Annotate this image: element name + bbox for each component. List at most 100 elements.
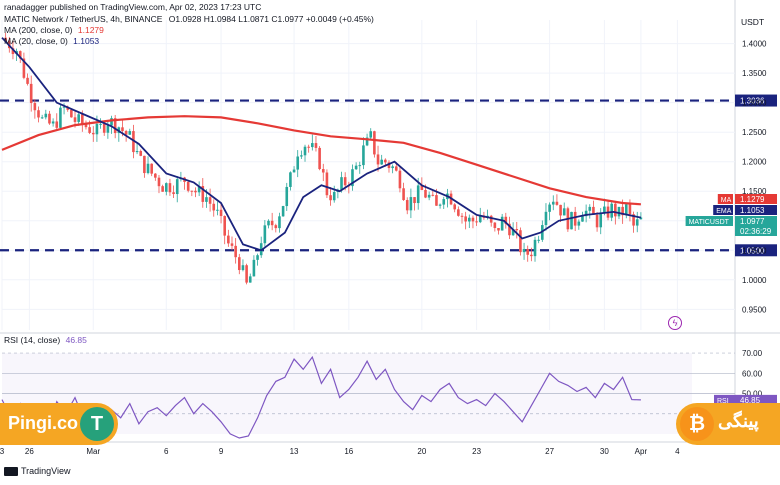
candle-body [216, 209, 219, 211]
candle-body [29, 83, 33, 104]
candle-body [384, 159, 387, 163]
candle-body [281, 206, 285, 217]
candle-body [84, 124, 88, 128]
candle-body [175, 179, 179, 195]
candle-body [99, 123, 102, 125]
candle-body [234, 245, 237, 258]
candle-body [588, 206, 592, 211]
candle-body [329, 195, 332, 201]
lightning-icon[interactable]: ϟ [668, 316, 682, 330]
candle-body [416, 185, 420, 204]
pingi-right-brand: پینگی [718, 411, 759, 431]
candle-body [241, 265, 245, 271]
tag-name-box [713, 205, 733, 215]
candle-body [318, 147, 321, 170]
candle-body [292, 169, 296, 173]
candle-body [592, 206, 595, 215]
candle-body [172, 192, 175, 195]
tether-icon: T [80, 407, 114, 441]
candle-body [614, 203, 617, 217]
price-tick-label: 1.2500 [742, 128, 767, 137]
time-tick-label: 20 [417, 447, 426, 456]
level-tag [735, 94, 777, 107]
tag-value-box [735, 216, 777, 236]
candle-body [303, 146, 307, 156]
candle-body [511, 229, 515, 236]
candle-body [95, 123, 99, 135]
level-tag [735, 244, 777, 257]
candle-body [311, 143, 314, 148]
price-tick-label: 1.0500 [742, 246, 767, 255]
candle-body [44, 113, 48, 118]
candle-body [161, 186, 164, 192]
candle-body [464, 216, 467, 222]
candle-body [537, 239, 540, 241]
candle-body [548, 204, 551, 212]
candle-body [380, 159, 383, 165]
price-tick-label: 1.0000 [742, 276, 767, 285]
candle-body [402, 188, 405, 201]
rsi-legend-value: 46.85 [65, 335, 87, 345]
candle-body [500, 216, 504, 231]
candle-body [573, 211, 577, 226]
candle-body [88, 127, 91, 133]
level-tag-label: 1.3036 [740, 97, 765, 106]
candle-body [70, 109, 73, 118]
candle-body [570, 211, 573, 230]
candle-body [208, 197, 212, 204]
candle-body [150, 163, 153, 174]
candle-body [59, 107, 62, 128]
candle-body [493, 222, 497, 229]
candle-body [332, 192, 336, 201]
candle-body [22, 58, 26, 78]
candle-body [394, 166, 398, 171]
ema-legend-label: MA (20, close, 0) [4, 36, 68, 46]
ma-legend-value: 1.1279 [77, 25, 104, 35]
rsi-tick-label: 50.00 [742, 390, 763, 399]
candle-body [442, 199, 446, 205]
candle-body [11, 48, 15, 55]
rsi-tag-name: RSI [717, 398, 729, 405]
candle-body [113, 118, 117, 134]
candle-body [128, 131, 132, 135]
candle-body [369, 131, 373, 138]
candle-body [168, 183, 172, 193]
tag-value: 1.0977 [740, 217, 765, 226]
bitcoin-icon: ₿ [680, 407, 714, 441]
candle-body [603, 206, 606, 214]
candle-body [555, 201, 559, 205]
price-tick-label: 1.3500 [742, 69, 767, 78]
candle-body [135, 151, 139, 153]
candle-body [270, 220, 274, 226]
ema-legend-value: 1.1053 [73, 36, 100, 46]
candle-body [475, 221, 478, 223]
time-tick-label: 26 [25, 447, 34, 456]
candle-body [559, 204, 562, 216]
candle-body [413, 197, 416, 204]
candle-body [617, 206, 621, 217]
candle-body [51, 121, 55, 124]
candle-body [146, 163, 150, 174]
candle-body [354, 165, 358, 170]
candle-body [40, 117, 44, 119]
candle-body [227, 235, 230, 244]
candle-body [533, 239, 537, 257]
candle-body [33, 103, 37, 111]
candle-body [106, 125, 110, 133]
candle-body [321, 169, 325, 173]
price-tick-label: 1.3000 [742, 99, 767, 108]
candle-body [48, 113, 51, 124]
candle-body [18, 51, 22, 59]
candle-body [143, 155, 146, 174]
rsi-tick-label: 70.00 [742, 349, 763, 358]
tag-name: MA [721, 197, 732, 204]
tradingview-footer: TradingView [21, 466, 71, 476]
candle-body [438, 204, 442, 206]
time-tick-label: Apr [635, 447, 648, 456]
candle-body [26, 77, 29, 84]
price-tick-label: 1.4000 [742, 40, 767, 49]
ohlc-values: O1.0928 H1.0984 L1.0871 C1.0977 +0.0049 … [168, 14, 374, 24]
candle-body [632, 214, 635, 226]
